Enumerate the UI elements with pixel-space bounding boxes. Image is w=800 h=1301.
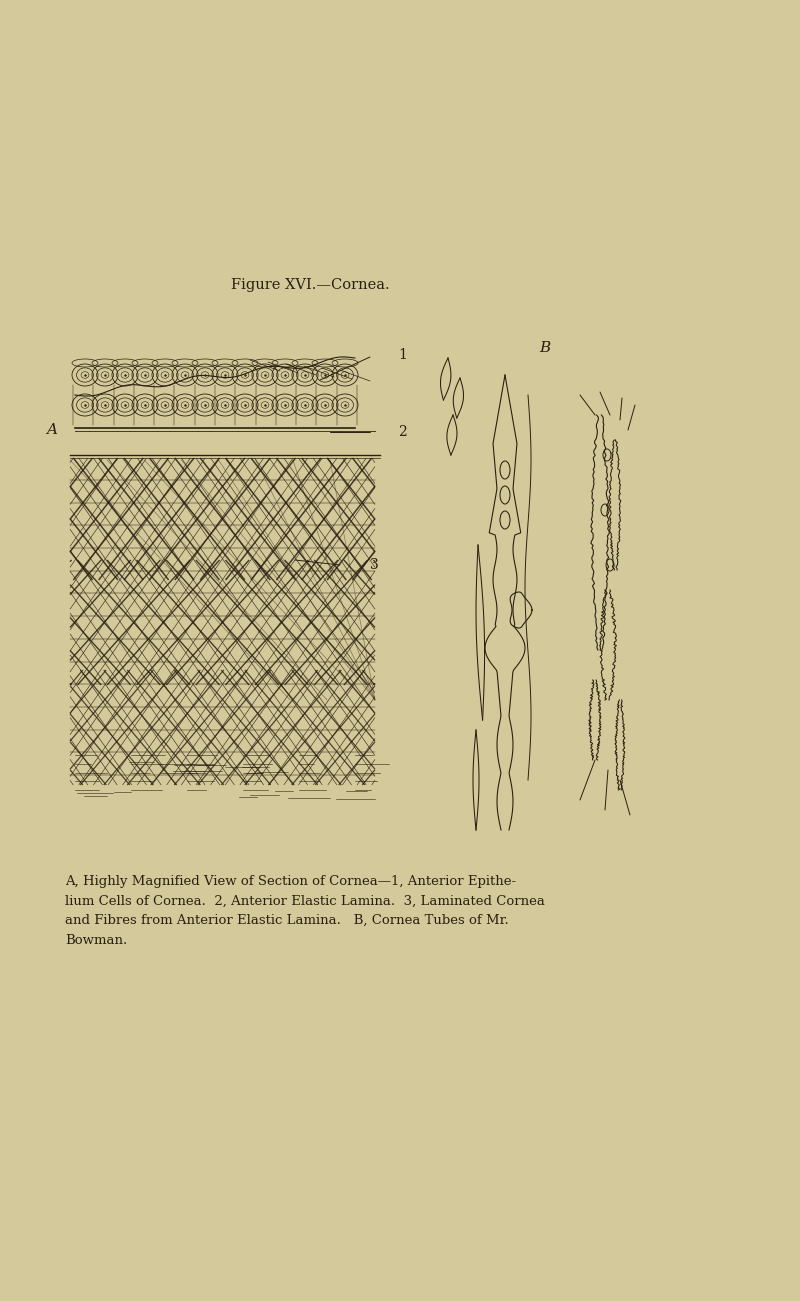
Text: A, Highly Magnified View of Section of Cornea—1, Anterior Epithe-
lium Cells of : A, Highly Magnified View of Section of C… bbox=[65, 876, 545, 947]
Text: 1: 1 bbox=[398, 347, 407, 362]
Text: B: B bbox=[539, 341, 550, 355]
Text: 3: 3 bbox=[370, 558, 378, 572]
Text: Figure XVI.—Cornea.: Figure XVI.—Cornea. bbox=[230, 278, 390, 291]
Text: A: A bbox=[46, 423, 58, 437]
Text: 2: 2 bbox=[398, 425, 406, 438]
